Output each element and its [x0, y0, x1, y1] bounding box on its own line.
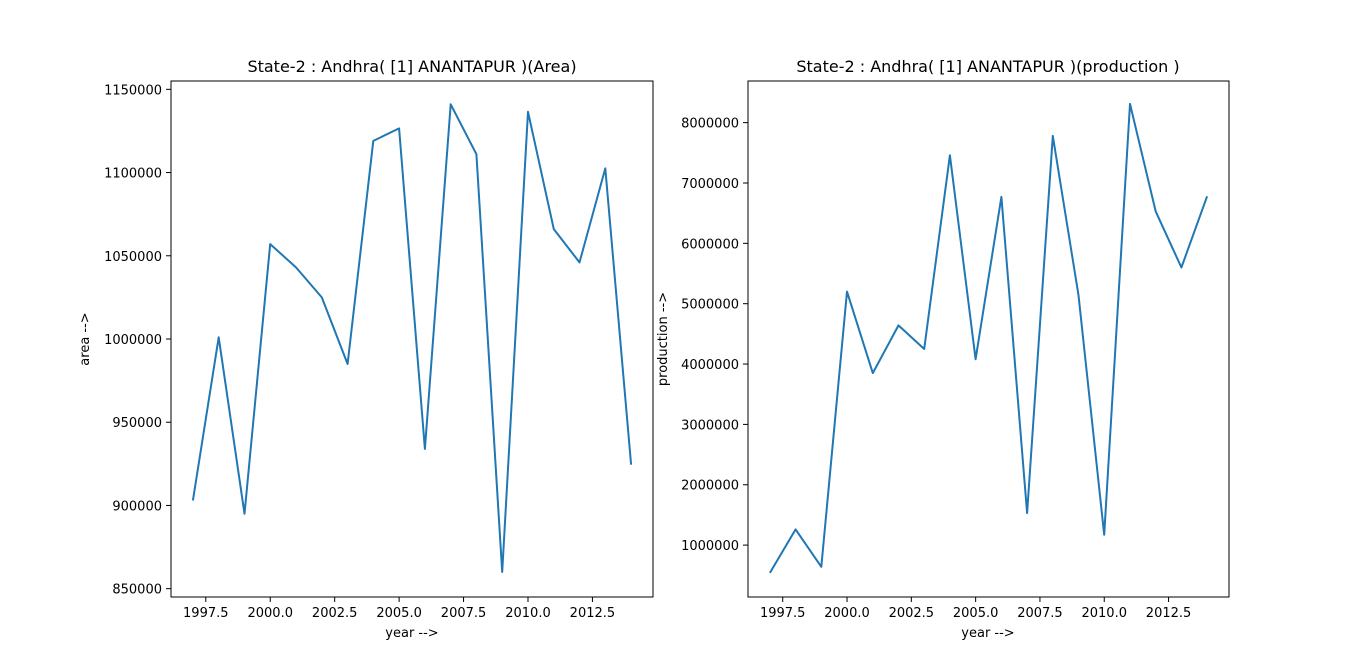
x-tick-label: 2010.0 — [505, 606, 551, 621]
y-tick-label: 1000000 — [104, 333, 162, 348]
x-tick-label: 2000.0 — [247, 606, 293, 621]
area-chart: State-2 : Andhra( [1] ANANTAPUR )(Area) … — [78, 57, 654, 641]
axes-frame — [747, 80, 1230, 598]
y-tick-label: 6000000 — [681, 237, 739, 252]
x-tick-label: 2005.0 — [376, 606, 422, 621]
x-axis-label: year --> — [961, 626, 1014, 641]
y-tick-label: 2000000 — [681, 479, 739, 494]
x-tick-label: 2010.0 — [1081, 606, 1127, 621]
plot-area — [769, 102, 1209, 574]
x-tick-label: 2012.5 — [1146, 606, 1192, 621]
series-line-0 — [769, 102, 1209, 574]
x-tick-label: 2002.5 — [889, 606, 935, 621]
chart-title: State-2 : Andhra( [1] ANANTAPUR )(produc… — [796, 57, 1179, 76]
x-tick-label: 1997.5 — [183, 606, 229, 621]
y-axis-label: production --> — [656, 292, 671, 386]
plot-area — [191, 103, 633, 573]
y-tick-label: 8000000 — [681, 117, 739, 132]
y-tick-label: 1000000 — [681, 539, 739, 554]
y-tick-label: 900000 — [112, 499, 162, 514]
production-chart: State-2 : Andhra( [1] ANANTAPUR )(produc… — [656, 57, 1230, 641]
x-tick-label: 2000.0 — [824, 606, 870, 621]
y-tick-label: 850000 — [112, 583, 162, 598]
y-tick-label: 1100000 — [104, 167, 162, 182]
x-tick-label: 1997.5 — [760, 606, 806, 621]
x-tick-label: 2012.5 — [570, 606, 616, 621]
y-axis-label: area --> — [78, 312, 93, 365]
chart-title: State-2 : Andhra( [1] ANANTAPUR )(Area) — [247, 57, 576, 76]
x-tick-label: 2002.5 — [312, 606, 358, 621]
y-tick-label: 5000000 — [681, 298, 739, 313]
y-tick-label: 950000 — [112, 416, 162, 431]
x-tick-label: 2005.0 — [953, 606, 999, 621]
y-tick-label: 3000000 — [681, 418, 739, 433]
series-line-0 — [191, 103, 633, 573]
x-tick-label: 2007.5 — [441, 606, 487, 621]
y-tick-label: 7000000 — [681, 177, 739, 192]
y-tick-label: 4000000 — [681, 358, 739, 373]
x-tick-label: 2007.5 — [1017, 606, 1063, 621]
x-axis-label: year --> — [385, 626, 438, 641]
y-tick-label: 1150000 — [104, 83, 162, 98]
y-tick-label: 1050000 — [104, 250, 162, 265]
